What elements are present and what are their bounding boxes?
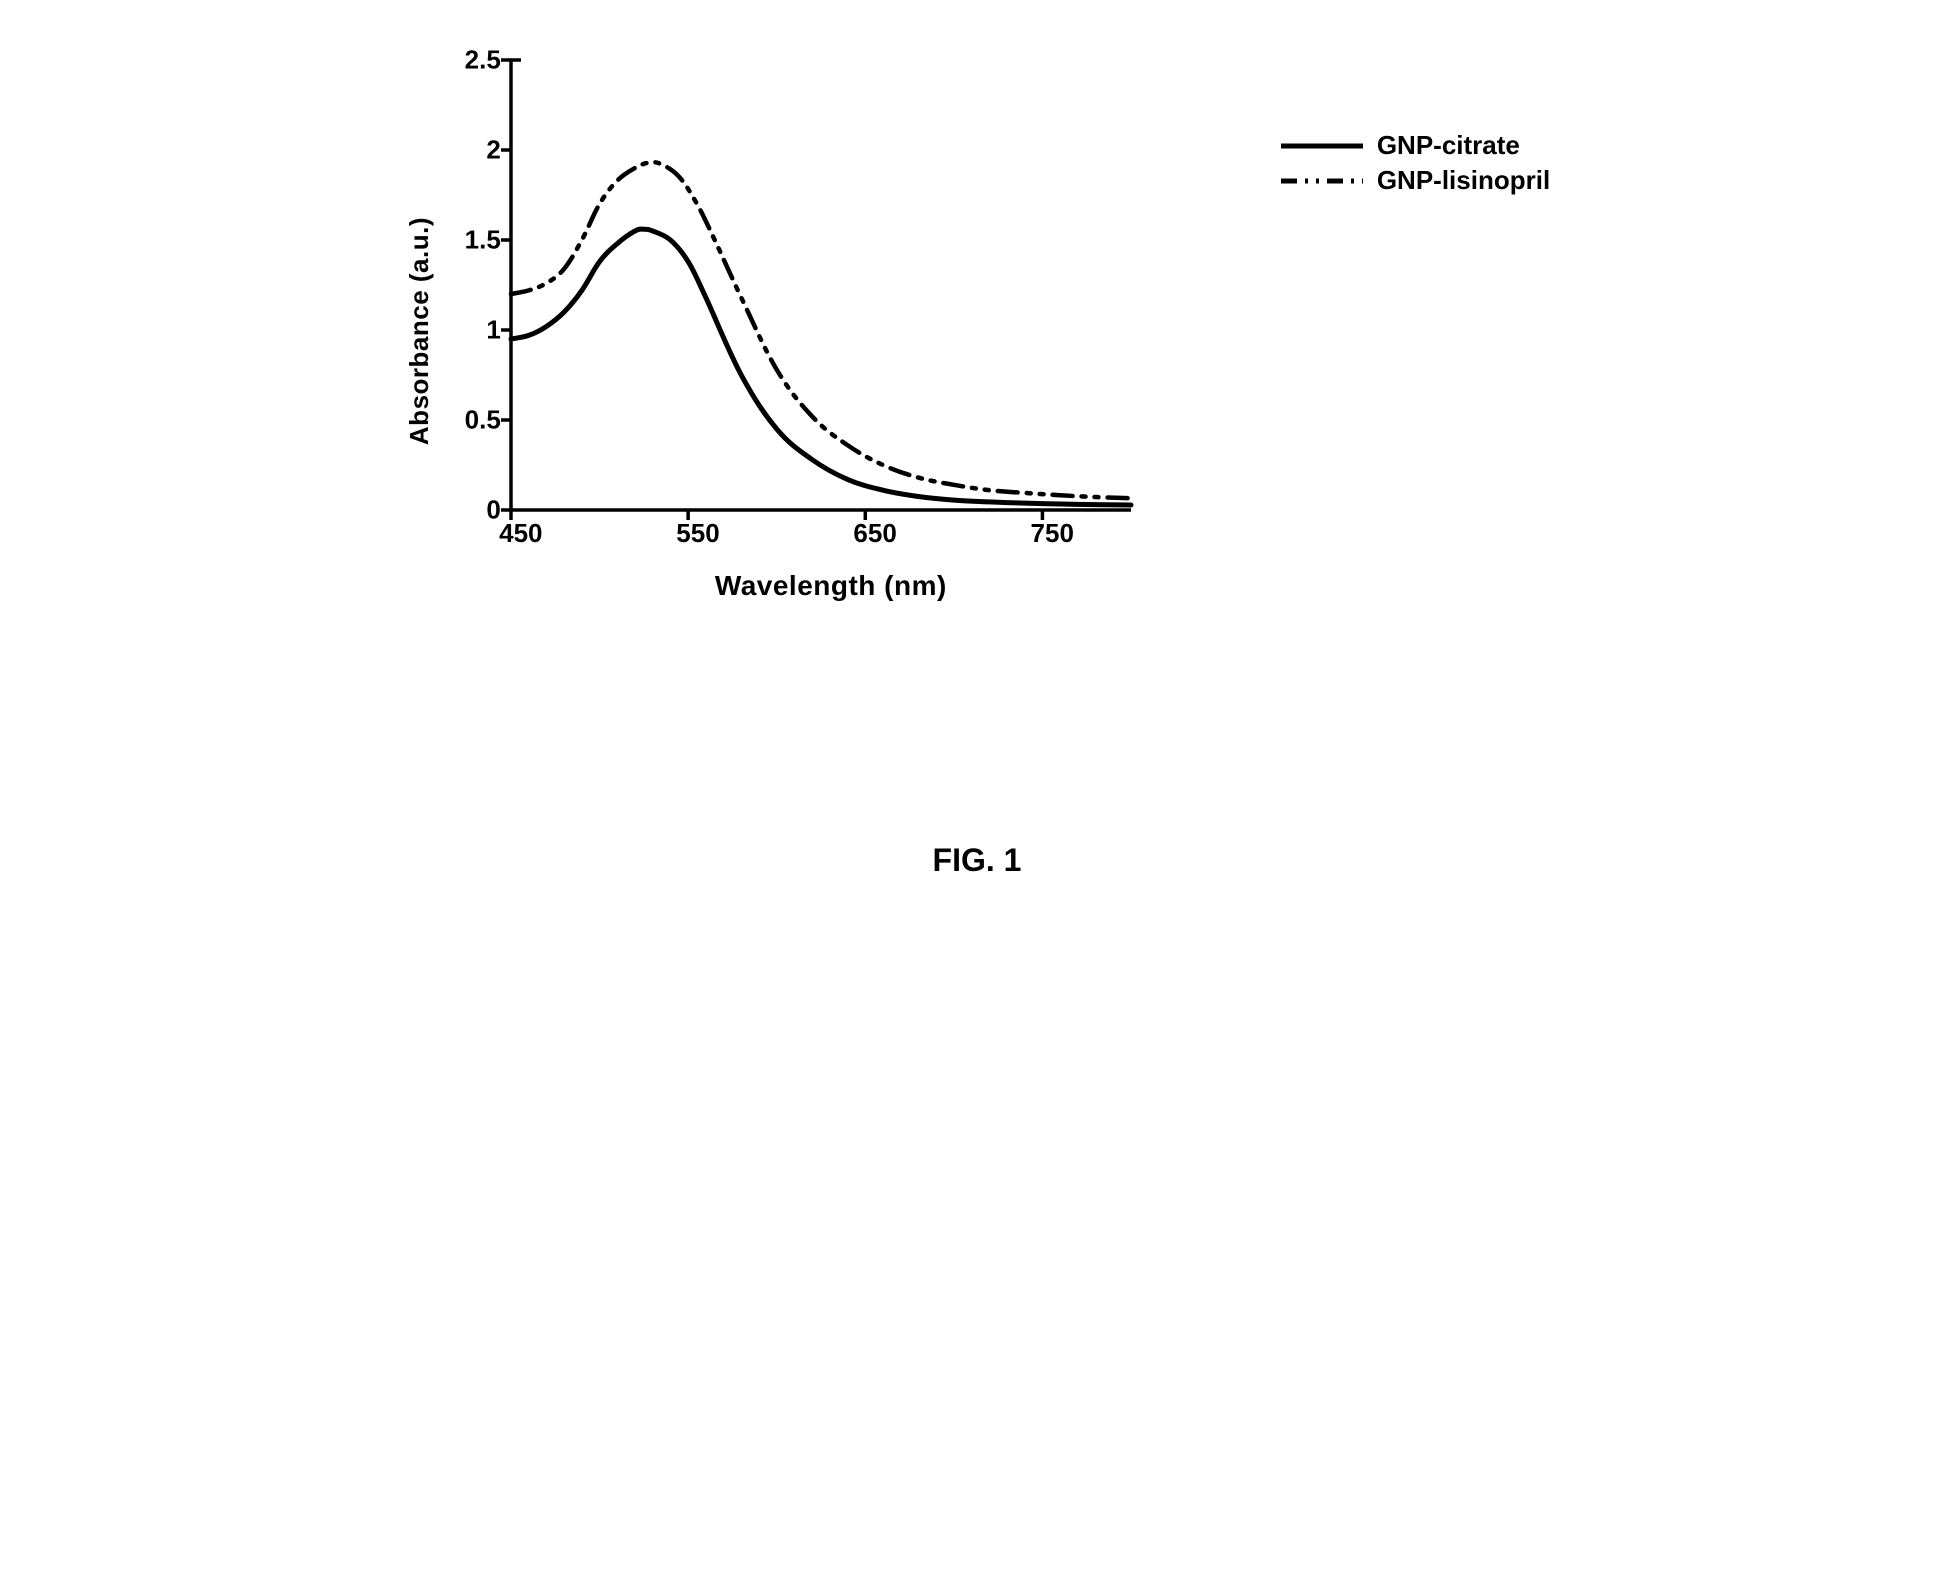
absorbance-chart (511, 60, 1131, 510)
figure-top-row: Absorbance (a.u.) 00.511.522.5 450550650… (404, 60, 1550, 602)
x-tick-label: 450 (499, 518, 542, 549)
x-tick-label: 550 (676, 518, 719, 549)
y-tick-label: 1 (486, 315, 500, 346)
figure-container: Absorbance (a.u.) 00.511.522.5 450550650… (60, 60, 1894, 879)
x-tick-labels: 450550650750 (521, 518, 1141, 552)
legend-label: GNP-citrate (1377, 130, 1520, 161)
y-tick-labels: 00.511.522.5 (449, 60, 501, 510)
x-tick-label: 750 (1031, 518, 1074, 549)
chart-block: Absorbance (a.u.) 00.511.522.5 450550650… (404, 60, 1141, 602)
chart-row: Absorbance (a.u.) 00.511.522.5 450550650… (404, 60, 1141, 602)
axis-column: 00.511.522.5 450550650750 Wavelength (nm… (449, 60, 1141, 602)
y-tick-label: 1.5 (465, 225, 501, 256)
series-GNP-citrate (511, 229, 1131, 505)
legend-swatch (1281, 136, 1363, 156)
figure-caption: FIG. 1 (933, 842, 1022, 879)
x-axis-label: Wavelength (nm) (521, 570, 1141, 602)
legend-item: GNP-lisinopril (1281, 165, 1550, 196)
x-tick-label: 650 (853, 518, 896, 549)
y-tick-label: 2.5 (465, 45, 501, 76)
legend-label: GNP-lisinopril (1377, 165, 1550, 196)
series-GNP-lisinopril (511, 162, 1131, 498)
y-tick-label: 0.5 (465, 405, 501, 436)
plot-wrap: 00.511.522.5 (449, 60, 1141, 510)
legend-item: GNP-citrate (1281, 130, 1550, 161)
legend-swatch (1281, 171, 1363, 191)
legend: GNP-citrate GNP-lisinopril (1281, 130, 1550, 200)
y-tick-label: 2 (486, 135, 500, 166)
y-axis-label: Absorbance (a.u.) (404, 217, 435, 445)
